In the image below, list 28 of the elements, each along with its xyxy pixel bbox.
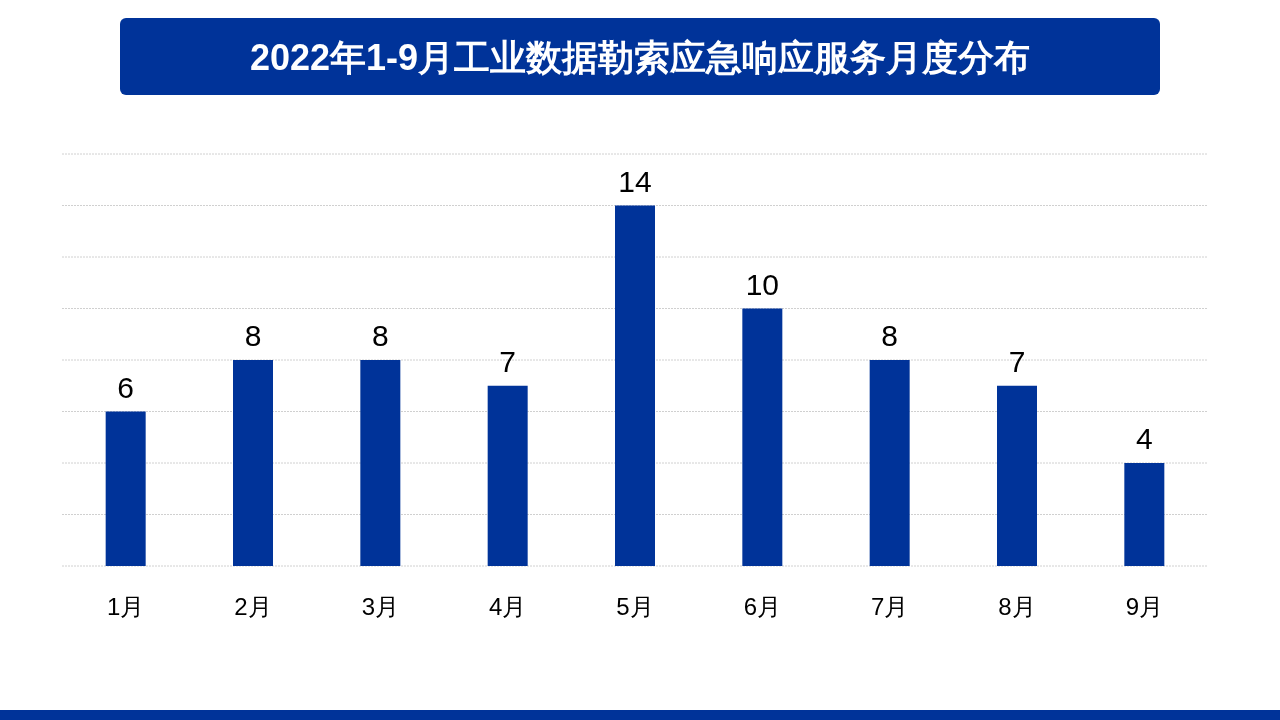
bar bbox=[742, 308, 783, 566]
bar bbox=[233, 360, 273, 566]
data-label: 10 bbox=[745, 267, 780, 301]
x-tick-label: 3月 bbox=[361, 592, 400, 620]
data-label: 7 bbox=[499, 344, 517, 378]
bar bbox=[360, 360, 401, 566]
bar bbox=[997, 385, 1037, 566]
bar bbox=[105, 411, 146, 566]
data-label: 7 bbox=[1008, 344, 1026, 378]
data-label: 4 bbox=[1135, 422, 1153, 455]
chart-title: 2022年1-9月工业数据勒索应急响应服务月度分布 bbox=[249, 36, 1031, 78]
data-label: 14 bbox=[618, 164, 652, 198]
bar bbox=[487, 385, 528, 566]
x-tick-label: 7月 bbox=[870, 592, 909, 620]
x-tick-label: 4月 bbox=[488, 592, 527, 620]
bar bbox=[615, 205, 655, 566]
data-label: 8 bbox=[881, 319, 899, 352]
x-tick-label: 1月 bbox=[106, 592, 145, 620]
bar bbox=[1124, 463, 1165, 566]
x-tick-label: 2月 bbox=[234, 592, 272, 620]
x-tick-label: 8月 bbox=[998, 592, 1036, 620]
x-tick-label: 6月 bbox=[743, 592, 782, 620]
data-label: 6 bbox=[117, 370, 135, 404]
bar bbox=[869, 360, 910, 566]
x-tick-label: 9月 bbox=[1125, 592, 1164, 620]
data-label: 8 bbox=[244, 319, 262, 352]
data-label: 8 bbox=[371, 319, 389, 352]
x-tick-label: 5月 bbox=[616, 592, 654, 620]
